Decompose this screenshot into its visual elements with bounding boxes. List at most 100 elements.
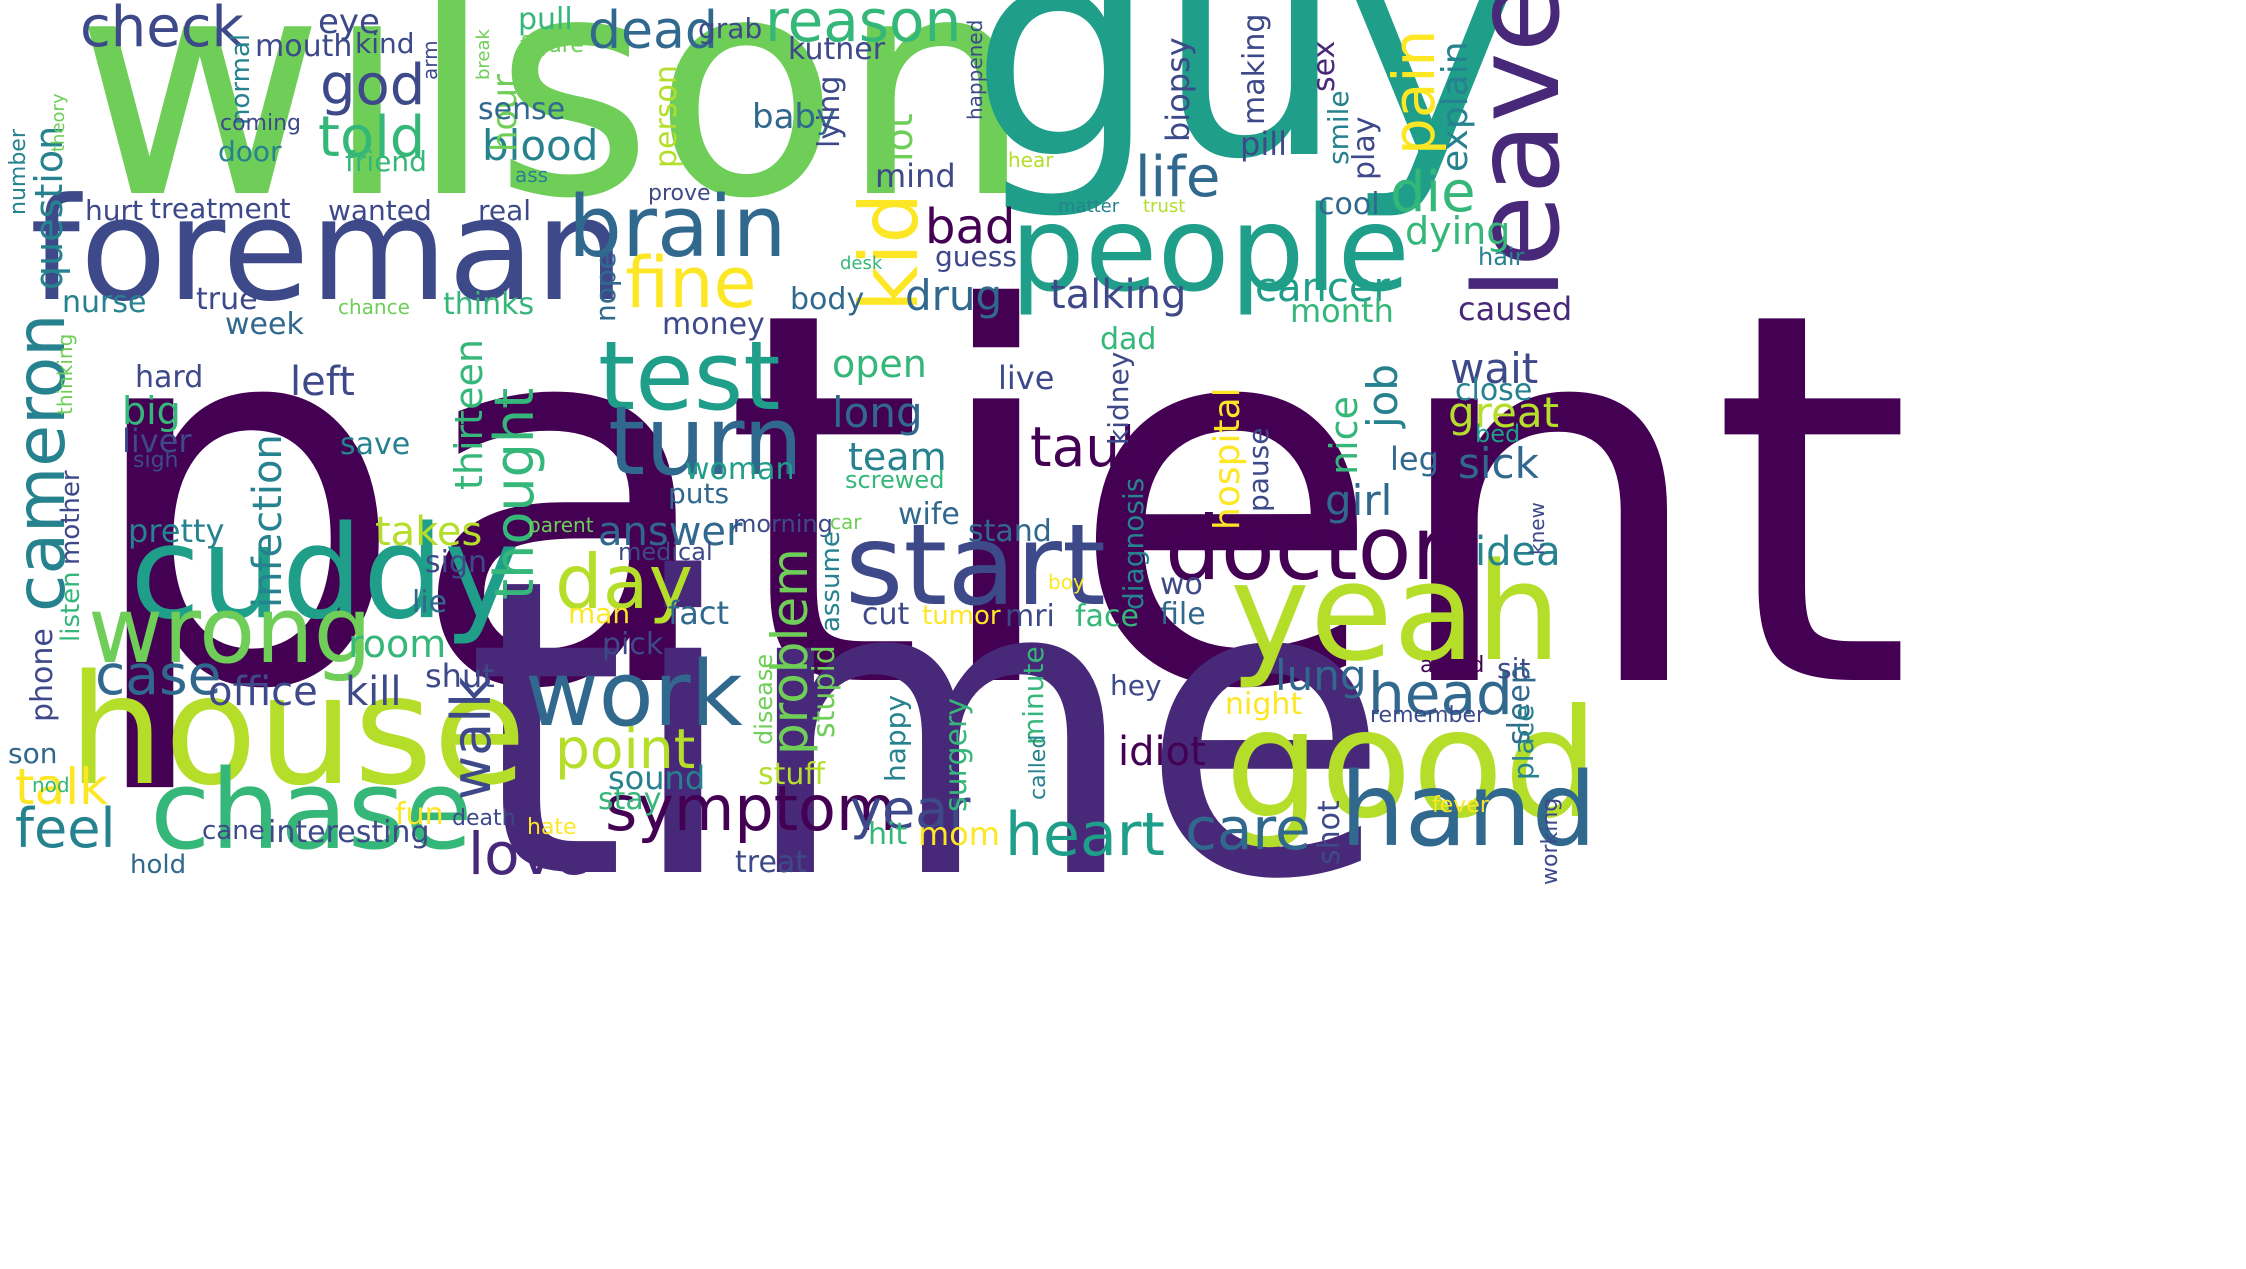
word-doctor: doctor [1165, 497, 1448, 600]
word-kind: kind [355, 27, 415, 60]
word-file: file [1160, 597, 1206, 632]
word-sigh: sigh [133, 448, 179, 473]
word-pause: pause [1242, 427, 1275, 513]
word-nod: nod [32, 773, 70, 797]
word-room: room [348, 622, 447, 666]
word-case: case [95, 643, 222, 707]
word-taub: taub [1030, 415, 1156, 479]
word-wilson: wilson [75, 0, 1033, 265]
word-time: time [465, 491, 1392, 969]
word-kidney: kidney [1102, 351, 1135, 445]
word-guy: guy [970, 0, 1519, 224]
word-blood: blood [482, 121, 599, 170]
word-god: god [320, 53, 426, 118]
word-kill: kill [345, 669, 402, 715]
word-treatment: treatment [150, 192, 291, 225]
word-caused: caused [1458, 290, 1573, 328]
word-idea: idea [1475, 529, 1561, 575]
word-mouth: mouth [255, 29, 353, 64]
word-asked: asked [1420, 653, 1485, 678]
word-hair: hair [1478, 243, 1525, 271]
word-grab: grab [698, 12, 763, 45]
word-pill: pill [1240, 125, 1287, 163]
word-diagnosis: diagnosis [1117, 477, 1150, 610]
word-dead: dead [588, 1, 718, 61]
word-liver: liver [122, 422, 192, 460]
word-fine: fine [625, 242, 757, 324]
word-hate: hate [527, 815, 577, 840]
word-explain: explain [1435, 41, 1476, 172]
word-mind: mind [875, 157, 956, 195]
word-death: death [452, 806, 516, 831]
word-called: called [1026, 734, 1051, 800]
word-disease: disease [750, 653, 778, 745]
word-chance: chance [338, 295, 410, 319]
word-year: year [850, 778, 971, 841]
word-job: job [1358, 363, 1407, 428]
word-idiot: idiot [1118, 729, 1206, 775]
word-house: house [68, 642, 527, 819]
word-dying: dying [1405, 209, 1511, 253]
word-thinks: thinks [443, 287, 535, 322]
word-interesting: interesting [268, 815, 430, 850]
word-talking: talking [1050, 272, 1187, 318]
word-stay: stay [598, 782, 662, 817]
word-woman: woman [685, 452, 795, 487]
word-stand: stand [968, 514, 1052, 549]
word-sit: sit [1497, 652, 1531, 685]
word-theory: theory [48, 93, 69, 152]
word-cancer: cancer [1255, 265, 1390, 311]
word-live: live [998, 359, 1055, 397]
word-thought: thought [483, 387, 546, 600]
word-sign: sign [425, 545, 488, 580]
word-drug: drug [905, 271, 1003, 320]
word-working: working [1538, 797, 1563, 885]
word-hey: hey [1110, 669, 1162, 702]
word-infection: infection [245, 434, 291, 608]
word-friend: friend [345, 145, 427, 178]
word-chase: chase [150, 746, 473, 874]
word-boy: boy [1048, 570, 1085, 594]
word-mother: mother [56, 470, 86, 565]
word-door: door [218, 135, 282, 168]
word-left: left [290, 359, 355, 405]
word-big: big [122, 389, 181, 433]
word-number: number [6, 129, 31, 215]
word-money: money [662, 307, 765, 342]
word-save: save [340, 427, 411, 462]
word-cut: cut [862, 597, 910, 632]
word-wanted: wanted [328, 194, 432, 227]
word-day: day [555, 538, 693, 626]
word-talk: talk [15, 758, 109, 816]
word-dad: dad [1100, 322, 1157, 357]
word-stuff: stuff [758, 757, 826, 792]
word-work: work [525, 642, 743, 747]
word-turn: turn [608, 387, 804, 497]
word-care: care [1185, 795, 1311, 863]
word-sex: sex [1307, 40, 1342, 92]
word-coming: coming [220, 111, 302, 136]
word-stupid: stupid [807, 645, 842, 738]
word-nice: nice [1322, 396, 1366, 475]
word-happened: happened [963, 19, 987, 120]
word-test: test [598, 322, 781, 432]
word-assume: assume [816, 531, 846, 632]
word-nope: nope [589, 252, 622, 322]
word-making: making [1237, 13, 1272, 125]
word-shot: shot [1312, 800, 1347, 865]
word-shut: shut [425, 657, 495, 695]
word-happy: happy [879, 694, 912, 782]
word-yeah: yeah [1230, 534, 1562, 691]
word-people: people [1010, 180, 1410, 318]
word-person: person [649, 65, 684, 168]
word-hospital: hospital [1207, 387, 1248, 530]
word-surgery: surgery [939, 697, 974, 812]
word-hold: hold [130, 850, 187, 880]
word-car: car [830, 510, 862, 534]
word-cane: cane [202, 816, 265, 846]
word-lot: lot [877, 113, 921, 162]
word-reason: reason [765, 0, 962, 55]
word-brain: brain [568, 178, 787, 277]
word-face: face [1075, 599, 1139, 634]
word-bed: bed [1475, 420, 1521, 448]
